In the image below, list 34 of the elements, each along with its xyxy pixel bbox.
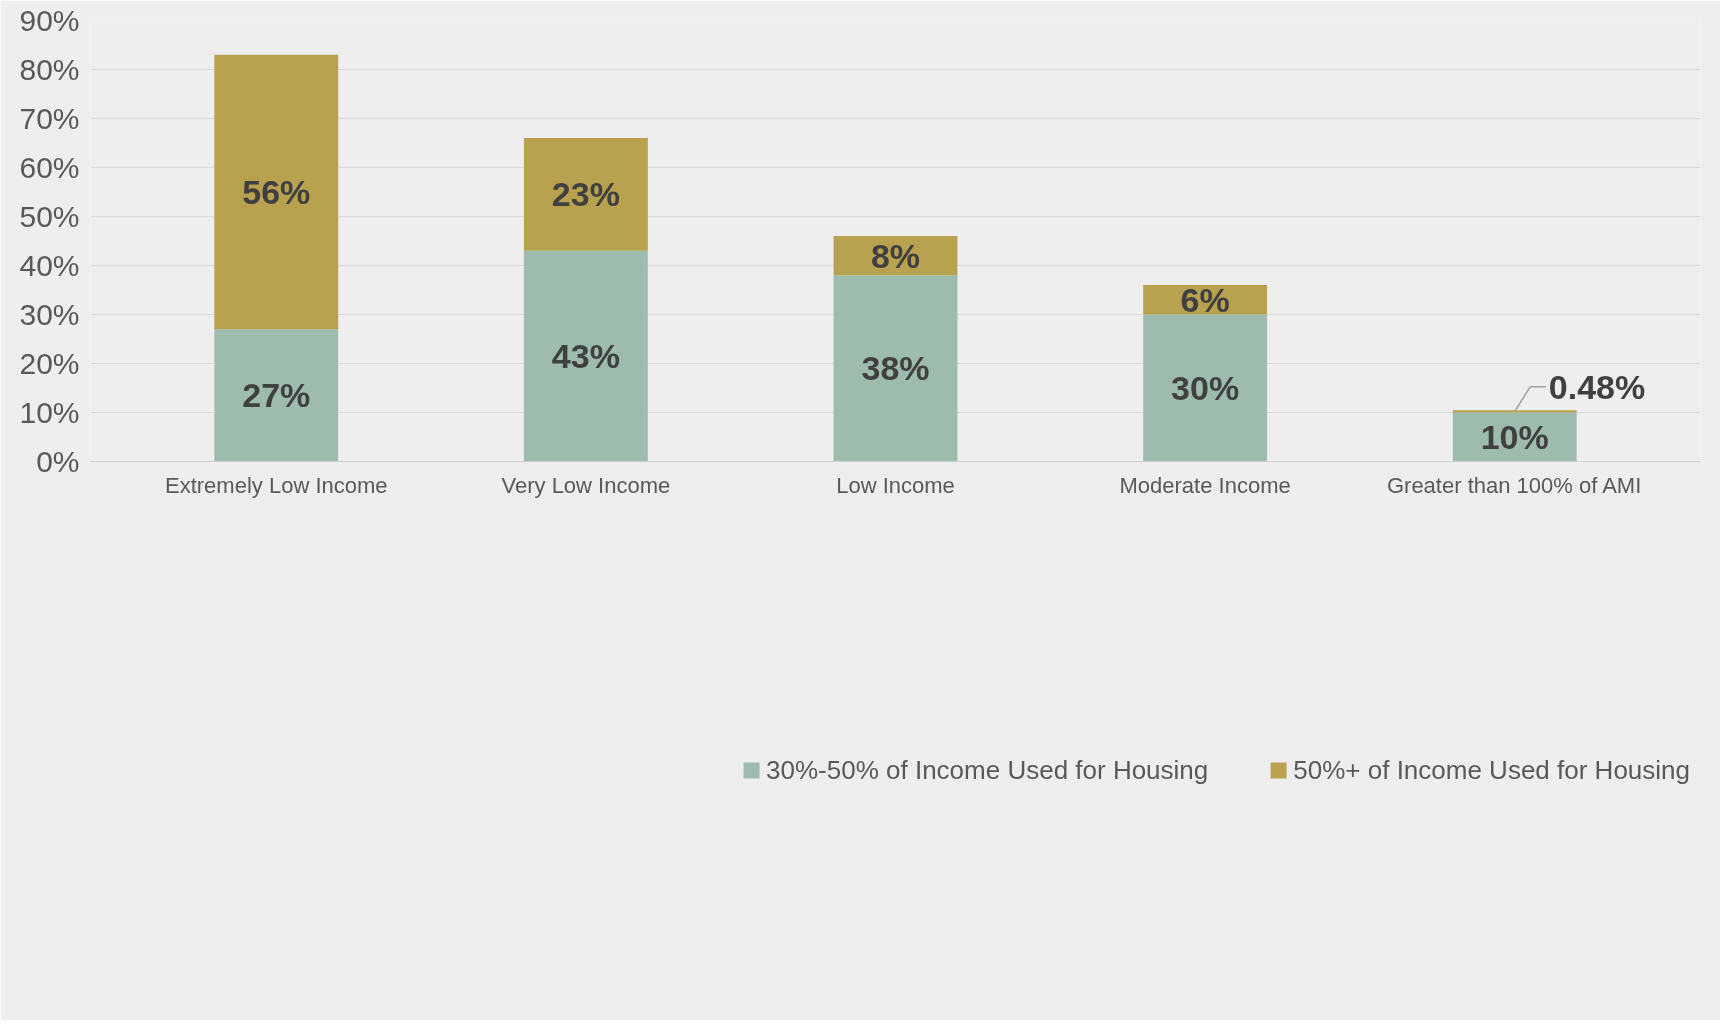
- data-label: 56%: [242, 173, 311, 211]
- y-tick-label: 80%: [19, 53, 80, 86]
- legend-label: 30%-50% of Income Used for Housing: [766, 754, 1209, 786]
- data-label: 10%: [1480, 418, 1549, 456]
- x-tick-label: Very Low Income: [501, 472, 671, 498]
- data-label: 30%: [1171, 369, 1240, 407]
- bar: [214, 329, 339, 462]
- data-label: 23%: [551, 175, 620, 214]
- bar: [833, 275, 958, 462]
- y-tick-label: 20%: [19, 347, 80, 380]
- y-tick-label: 50%: [19, 200, 80, 233]
- x-tick-label: Low Income: [836, 472, 955, 498]
- data-label: 27%: [242, 376, 311, 415]
- bar: [1143, 314, 1268, 462]
- y-tick-label: 60%: [19, 151, 80, 184]
- legend-label: 50%+ of Income Used for Housing: [1293, 754, 1690, 786]
- data-label: 8%: [870, 236, 921, 275]
- y-tick-label: 30%: [19, 298, 80, 331]
- y-tick-label: 10%: [19, 396, 80, 429]
- bar: [214, 54, 339, 330]
- data-label: 6%: [1180, 280, 1230, 319]
- y-tick-label: 90%: [19, 4, 80, 37]
- bar: [1452, 410, 1577, 413]
- bar: [523, 250, 648, 462]
- y-tick-label: 70%: [19, 102, 80, 135]
- x-tick-label: Moderate Income: [1119, 472, 1291, 498]
- data-label: 43%: [551, 337, 620, 376]
- y-tick-label: 0%: [36, 445, 80, 478]
- x-tick-label: Greater than 100% of AMI: [1386, 472, 1642, 498]
- data-label: 38%: [861, 349, 930, 388]
- data-label: 0.48%: [1548, 367, 1646, 406]
- x-tick-label: Extremely Low Income: [165, 472, 388, 498]
- y-tick-label: 40%: [19, 249, 80, 282]
- bar: [523, 138, 648, 251]
